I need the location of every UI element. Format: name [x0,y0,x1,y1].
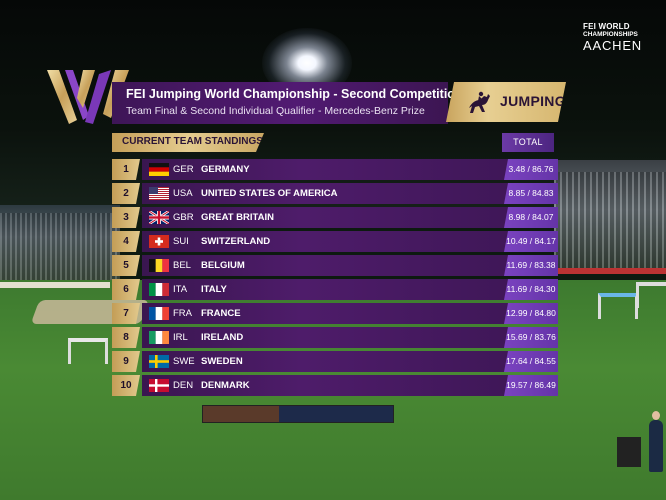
country-name: BELGIUM [201,260,245,271]
jump-obstacle [68,338,108,364]
flag-belgium-icon [149,259,169,272]
row-band [142,351,540,372]
country-code: ITA [173,284,188,295]
total-score: 11.69 / 83.38 [504,255,558,276]
section-heading-label: CURRENT TEAM STANDINGS [122,136,263,147]
country-name: IRELAND [201,332,244,343]
flag-sweden-icon [149,355,169,368]
country-name: GERMANY [201,164,250,175]
country-name: UNITED STATES OF AMERICA [201,188,338,199]
table-row: 2 USA UNITED STATES OF AMERICA 8.85 / 84… [112,183,562,204]
table-row: 8 IRL IRELAND 15.69 / 83.76 [112,327,562,348]
flag-germany-icon [149,163,169,176]
table-row: 1 GER GERMANY 3.48 / 86.76 [112,159,562,180]
logo-line-2: CHAMPIONSHIPS [583,31,638,38]
table-row: 3 GBR GREAT BRITAIN 8.98 / 84.07 [112,207,562,228]
country-name: GREAT BRITAIN [201,212,275,223]
row-band [142,231,540,252]
total-column-header: TOTAL [502,133,554,152]
country-name: DENMARK [201,380,250,391]
rank: 7 [112,303,140,324]
title-banner: FEI Jumping World Championship - Second … [112,82,463,124]
country-code: USA [173,188,193,199]
rank: 1 [112,159,140,180]
country-code: IRL [173,332,188,343]
tv-camera [617,437,641,467]
rank: 4 [112,231,140,252]
row-band [142,327,540,348]
flag-ireland-icon [149,331,169,344]
logo-line-1: FEI WORLD [583,22,630,31]
row-band [142,279,540,300]
total-score: 8.85 / 84.83 [504,183,558,204]
arena-fence-right [556,268,666,274]
flag-great-britain-icon [149,211,169,224]
horse-jumping-icon [464,88,494,116]
flag-italy-icon [149,283,169,296]
table-row: 10 DEN DENMARK 19.57 / 86.49 [112,375,562,396]
table-row: 5 BEL BELGIUM 11.69 / 83.38 [112,255,562,276]
row-band [142,303,540,324]
total-score: 8.98 / 84.07 [504,207,558,228]
row-band [142,207,540,228]
jump-obstacle [598,293,638,319]
row-band [142,183,540,204]
total-score: 17.64 / 84.55 [504,351,558,372]
advertising-board [202,405,394,423]
country-name: SWEDEN [201,356,243,367]
flag-usa-icon [149,187,169,200]
grandstand-left [0,205,120,285]
total-score: 3.48 / 86.76 [504,159,558,180]
country-code: BEL [173,260,191,271]
country-code: SWE [173,356,195,367]
discipline-badge: JUMPING [446,82,566,122]
rank: 9 [112,351,140,372]
discipline-label: JUMPING [500,93,566,109]
total-score: 15.69 / 83.76 [504,327,558,348]
country-name: SWITZERLAND [201,236,271,247]
rank: 3 [112,207,140,228]
flag-france-icon [149,307,169,320]
arena-fence [0,282,110,288]
table-row: 6 ITA ITALY 11.69 / 84.30 [112,279,562,300]
section-heading: CURRENT TEAM STANDINGS [112,133,264,152]
jump-obstacle [636,282,666,308]
total-score: 12.99 / 84.80 [504,303,558,324]
row-band [142,375,540,396]
rank: 6 [112,279,140,300]
rank: 2 [112,183,140,204]
championship-logo: FEI WORLD CHAMPIONSHIPS AACHEN [583,22,659,60]
table-row: 7 FRA FRANCE 12.99 / 84.80 [112,303,562,324]
total-score: 10.49 / 84.17 [504,231,558,252]
country-code: DEN [173,380,194,391]
row-band [142,255,540,276]
total-score: 19.57 / 86.49 [504,375,558,396]
grandstand-right [554,160,666,270]
rank: 5 [112,255,140,276]
country-code: SUI [173,236,189,247]
total-score: 11.69 / 84.30 [504,279,558,300]
table-row: 4 SUI SWITZERLAND 10.49 / 84.17 [112,231,562,252]
competition-title: FEI Jumping World Championship - Second … [126,87,463,101]
rank: 10 [112,375,140,396]
country-name: FRANCE [201,308,241,319]
total-column-label: TOTAL [513,137,543,147]
country-name: ITALY [201,284,227,295]
competition-subtitle: Team Final & Second Individual Qualifier… [126,105,425,117]
table-row: 9 SWE SWEDEN 17.64 / 84.55 [112,351,562,372]
country-code: GER [173,164,194,175]
logo-line-3: AACHEN [583,38,642,53]
row-band [142,159,540,180]
flag-denmark-icon [149,379,169,392]
rank: 8 [112,327,140,348]
country-code: GBR [173,212,194,223]
camera-operator [649,411,663,472]
country-code: FRA [173,308,192,319]
flag-switzerland-icon [149,235,169,248]
